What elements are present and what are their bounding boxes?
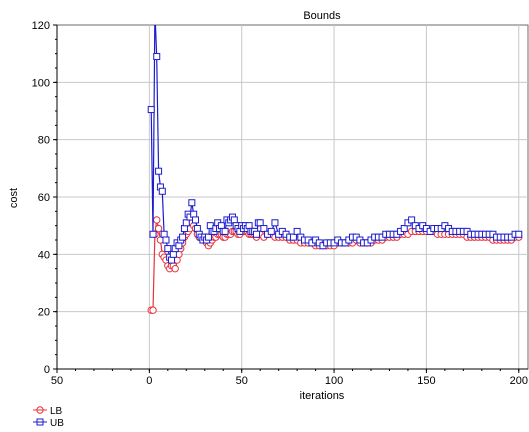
y-tick-label: 60 (38, 192, 50, 204)
data-point-ub (400, 225, 408, 233)
data-point-ub (158, 187, 166, 195)
x-tick-label: 100 (325, 375, 343, 387)
y-tick-label: 0 (44, 364, 50, 376)
data-point-lb (149, 306, 157, 314)
data-point-ub (153, 53, 161, 61)
data-point-ub (152, 8, 158, 14)
data-point-lb (153, 216, 161, 224)
data-point-ub (168, 256, 176, 264)
legend-item-ub: UB (33, 418, 64, 429)
legend-marker-ub (36, 418, 44, 426)
data-point-ub (256, 219, 264, 227)
data-point-ub (221, 227, 229, 235)
data-point-ub (230, 216, 238, 224)
data-point-ub (188, 199, 196, 207)
x-axis-title: iterations (300, 390, 345, 402)
y-tick-label: 120 (32, 20, 50, 32)
data-point-ub (408, 216, 416, 224)
data-point-lb (171, 264, 179, 273)
y-tick-label: 80 (38, 135, 50, 147)
data-point-ub (204, 233, 212, 241)
chart-title: Bounds (303, 10, 341, 22)
data-point-ub (271, 219, 279, 227)
series-ub (147, 8, 523, 264)
data-point-ub (164, 245, 172, 253)
series-layer (147, 8, 523, 314)
data-point-ub (149, 230, 157, 238)
y-tick-label: 100 (32, 77, 50, 89)
y-axis-title: cost (8, 188, 20, 208)
data-point-ub (260, 225, 268, 233)
data-point-ub (192, 216, 200, 224)
data-point-ub (179, 233, 187, 241)
y-tick-label: 40 (38, 249, 50, 261)
data-point-lb (154, 224, 163, 233)
x-tick-label: 50 (51, 375, 63, 387)
legend-marker-lb (36, 406, 44, 414)
data-point-ub (217, 222, 225, 230)
legend-label-lb: LB (50, 406, 63, 417)
x-tick-label: 200 (510, 375, 528, 387)
x-tick-label: 0 (146, 375, 152, 387)
data-point-ub (190, 210, 198, 218)
data-point-ub (252, 230, 260, 238)
data-point-ub (175, 242, 183, 250)
data-point-ub (267, 227, 275, 235)
data-point-ub (182, 219, 190, 227)
data-point-ub (169, 250, 177, 258)
data-point-ub (180, 225, 188, 233)
x-tick-label: 150 (417, 375, 435, 387)
legend: LB UB (33, 406, 64, 429)
legend-label-ub: UB (50, 418, 64, 429)
y-tick-label: 20 (38, 307, 50, 319)
data-point-ub (162, 236, 170, 244)
data-point-ub (515, 230, 523, 238)
data-point-ub (193, 225, 201, 233)
data-point-ub (147, 106, 155, 114)
data-point-ub (289, 233, 297, 241)
data-point-ub (160, 230, 168, 238)
data-point-ub (245, 222, 253, 230)
data-point-ub (293, 227, 301, 235)
legend-item-lb: LB (33, 406, 63, 417)
data-point-ub (155, 167, 163, 175)
x-tick-label: 50 (236, 375, 248, 387)
